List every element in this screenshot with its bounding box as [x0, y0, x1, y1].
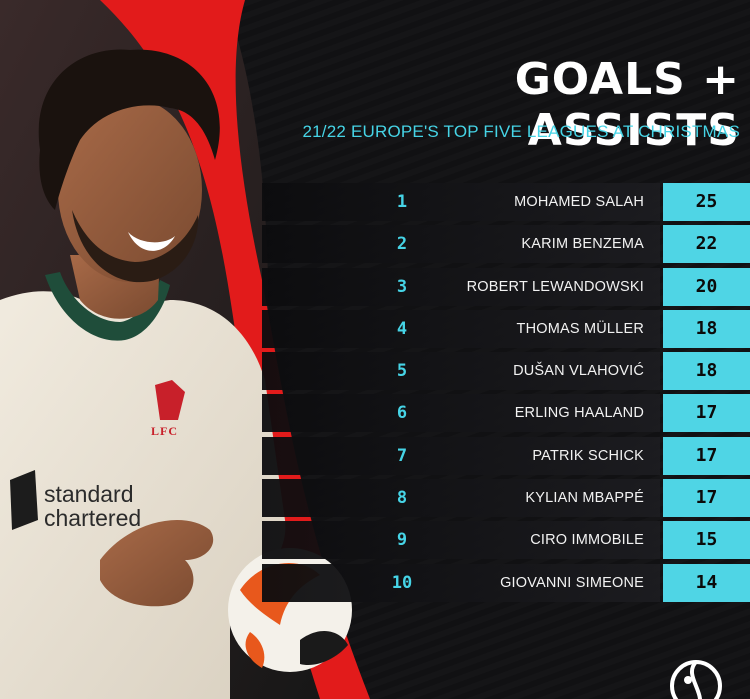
sponsor-text: standard chartered — [44, 481, 142, 531]
rank-number: 4 — [396, 318, 408, 339]
brand-logo-icon — [670, 660, 722, 699]
goals-assists-value: 25 — [663, 183, 750, 221]
goals-assists-value: 17 — [663, 479, 750, 518]
row-bar — [262, 183, 660, 221]
player-name: ERLING HAALAND — [514, 405, 644, 422]
row-bar — [262, 225, 660, 264]
row-bar — [262, 394, 660, 433]
rank-number: 8 — [396, 488, 408, 509]
goals-assists-value: 14 — [663, 563, 750, 602]
player-name: DUŠAN VLAHOVIĆ — [513, 363, 644, 380]
rank-number: 7 — [396, 445, 408, 466]
rank-number: 10 — [391, 572, 413, 593]
table-row: 6 ERLING HAALAND 17 — [262, 394, 750, 433]
row-bar — [262, 521, 660, 560]
player-name: GIOVANNI SIMEONE — [500, 574, 644, 591]
player-name: MOHAMED SALAH — [514, 194, 644, 210]
table-row: 10 GIOVANNI SIMEONE 14 — [262, 563, 750, 602]
goals-assists-value: 15 — [663, 521, 750, 560]
rank-number: 1 — [396, 192, 408, 212]
row-bar — [262, 563, 660, 602]
rankings-table: 1 MOHAMED SALAH 25 2 KARIM BENZEMA 22 3 … — [262, 183, 750, 606]
page-subtitle: 21/22 EUROPE'S TOP FIVE LEAGUES AT CHRIS… — [302, 122, 740, 141]
rank-number: 5 — [396, 361, 408, 382]
goals-assists-value: 22 — [663, 225, 750, 264]
goals-assists-value: 18 — [663, 309, 750, 348]
row-bar — [262, 436, 660, 475]
table-row: 7 PATRIK SCHICK 17 — [262, 436, 750, 475]
table-row: 8 KYLIAN MBAPPÉ 17 — [262, 479, 750, 518]
page-title: GOALS + ASSISTS — [514, 54, 740, 156]
table-row: 3 ROBERT LEWANDOWSKI 20 — [262, 267, 750, 306]
goals-assists-value: 18 — [663, 352, 750, 391]
table-row: 9 CIRO IMMOBILE 15 — [262, 521, 750, 560]
table-row: 2 KARIM BENZEMA 22 — [262, 225, 750, 264]
player-name: KYLIAN MBAPPÉ — [525, 490, 644, 507]
jersey-club-text: LFC — [151, 424, 178, 438]
player-name: KARIM BENZEMA — [521, 236, 644, 253]
rank-number: 9 — [396, 530, 408, 551]
goals-assists-value: 17 — [663, 436, 750, 475]
goals-assists-value: 17 — [663, 394, 750, 433]
table-row: 5 DUŠAN VLAHOVIĆ 18 — [262, 352, 750, 391]
table-row: 1 MOHAMED SALAH 25 — [262, 183, 750, 221]
row-bar — [262, 352, 660, 391]
row-bar — [262, 479, 660, 518]
rank-number: 3 — [396, 276, 408, 297]
player-name: ROBERT LEWANDOWSKI — [466, 278, 644, 295]
goals-assists-value: 20 — [663, 267, 750, 306]
rank-number: 2 — [396, 234, 408, 255]
player-name: CIRO IMMOBILE — [530, 532, 644, 549]
table-row: 4 THOMAS MÜLLER 18 — [262, 309, 750, 348]
player-name: THOMAS MÜLLER — [516, 320, 644, 337]
player-name: PATRIK SCHICK — [532, 447, 644, 464]
rank-number: 6 — [396, 403, 408, 424]
row-bar — [262, 309, 660, 348]
row-bar — [262, 267, 660, 306]
